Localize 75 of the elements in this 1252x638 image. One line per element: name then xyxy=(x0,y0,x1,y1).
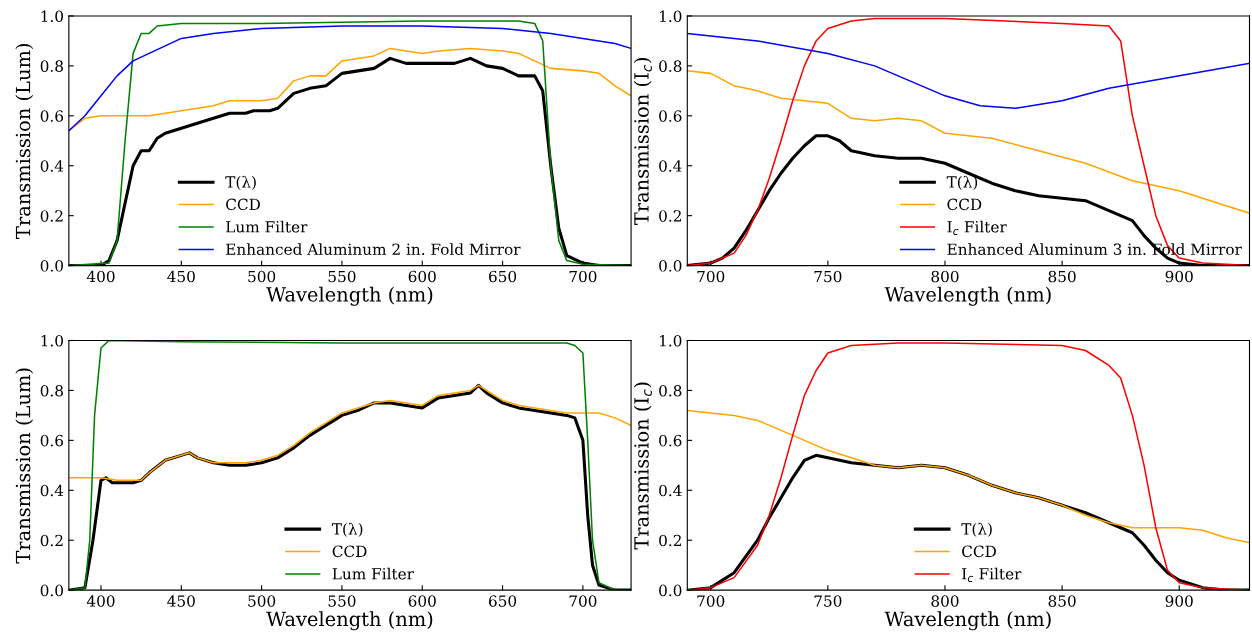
x-tick-label: 900 xyxy=(1165,270,1193,283)
line-series xyxy=(687,409,1250,544)
y-tick-label: 0.8 xyxy=(659,60,682,72)
y-tick-label: 1.0 xyxy=(41,334,63,347)
x-tick-label: 450 xyxy=(167,595,195,607)
y-tick-label: 0.8 xyxy=(40,60,63,72)
y-axis-title: Transmission (I$_{c}$) xyxy=(633,382,652,550)
y-tick-label: 0.4 xyxy=(659,484,682,497)
x-tick-label: 750 xyxy=(814,595,842,607)
line-series xyxy=(687,32,1250,110)
x-tick-label: 700 xyxy=(697,595,725,607)
x-tick-label: 800 xyxy=(931,270,959,283)
y-tick-label: 0.8 xyxy=(40,384,63,397)
y-tick-label: 1.0 xyxy=(41,10,63,22)
y-tick-label: 0.6 xyxy=(659,434,682,447)
line-series xyxy=(68,384,632,482)
y-tick-label: 0.2 xyxy=(659,534,681,547)
y-tick-label: 0.6 xyxy=(659,110,682,122)
x-tick-label: 850 xyxy=(1048,270,1076,283)
x-tick-label: 450 xyxy=(167,270,195,283)
y-tick-label: 0.4 xyxy=(40,160,64,172)
x-tick-label: 550 xyxy=(328,270,356,283)
x-tick-label: 650 xyxy=(489,595,517,607)
y-tick-label: 0.6 xyxy=(40,434,64,447)
y-tick-label: 0.8 xyxy=(659,384,682,397)
y-tick-label: 0.0 xyxy=(659,260,682,272)
legend-label: T(λ) xyxy=(946,175,978,190)
x-tick-label: 550 xyxy=(328,595,356,607)
x-tick-label: 750 xyxy=(814,270,842,283)
legend-label: Enhanced Aluminum 2 in. Fold Mirror xyxy=(226,243,521,255)
x-tick-label: 500 xyxy=(248,270,276,283)
x-tick-label: 600 xyxy=(408,595,436,607)
y-axis-title: Transmission (Lum) xyxy=(15,368,34,564)
x-tick-label: 700 xyxy=(697,270,725,283)
x-axis-title: Wavelength (nm) xyxy=(884,286,1051,306)
y-tick-label: 0.0 xyxy=(40,584,63,597)
legend-label: CCD xyxy=(226,198,260,211)
x-tick-label: 400 xyxy=(86,595,115,607)
y-tick-label: 0.2 xyxy=(40,210,63,222)
y-tick-label: 1.0 xyxy=(660,10,682,22)
x-axis-title: Wavelength (nm) xyxy=(884,611,1051,631)
legend-label: T(λ) xyxy=(331,522,363,537)
legend-label: CCD xyxy=(962,545,996,558)
legend-label: Lum Filter xyxy=(226,220,308,233)
line-series xyxy=(687,70,1250,214)
legend-label: CCD xyxy=(947,198,982,211)
x-tick-label: 650 xyxy=(489,270,517,283)
x-tick-label: 850 xyxy=(1048,595,1076,607)
y-tick-label: 0.2 xyxy=(659,210,681,222)
legend-label: I$_{c}$ Filter xyxy=(962,567,1022,582)
y-tick-label: 0.4 xyxy=(40,484,64,497)
y-tick-label: 0.0 xyxy=(659,584,682,597)
legend-label: Lum Filter xyxy=(332,567,414,580)
legend-label: T(λ) xyxy=(961,522,992,537)
legend-label: T(λ) xyxy=(225,175,256,190)
y-tick-label: 1.0 xyxy=(660,334,682,347)
x-tick-label: 800 xyxy=(931,595,959,607)
x-axis-title: Wavelength (nm) xyxy=(266,611,433,631)
y-axis-title: Transmission (Lum) xyxy=(15,43,34,239)
y-tick-label: 0.4 xyxy=(659,160,682,172)
x-tick-label: 900 xyxy=(1165,595,1193,607)
line-series xyxy=(68,47,632,132)
x-tick-label: 400 xyxy=(86,270,115,283)
x-axis-title: Wavelength (nm) xyxy=(266,286,433,306)
y-axis-title: Transmission (I$_{c}$) xyxy=(633,58,652,225)
legend-label: I$_{c}$ Filter xyxy=(947,220,1007,236)
y-tick-label: 0.6 xyxy=(40,110,64,122)
legend-label: CCD xyxy=(332,545,367,558)
x-tick-label: 700 xyxy=(569,595,597,607)
x-tick-label: 500 xyxy=(248,595,276,607)
y-tick-label: 0.2 xyxy=(40,534,63,547)
y-tick-label: 0.0 xyxy=(40,260,63,272)
x-tick-label: 600 xyxy=(408,270,436,283)
x-tick-label: 700 xyxy=(569,270,597,283)
line-series xyxy=(68,25,632,132)
